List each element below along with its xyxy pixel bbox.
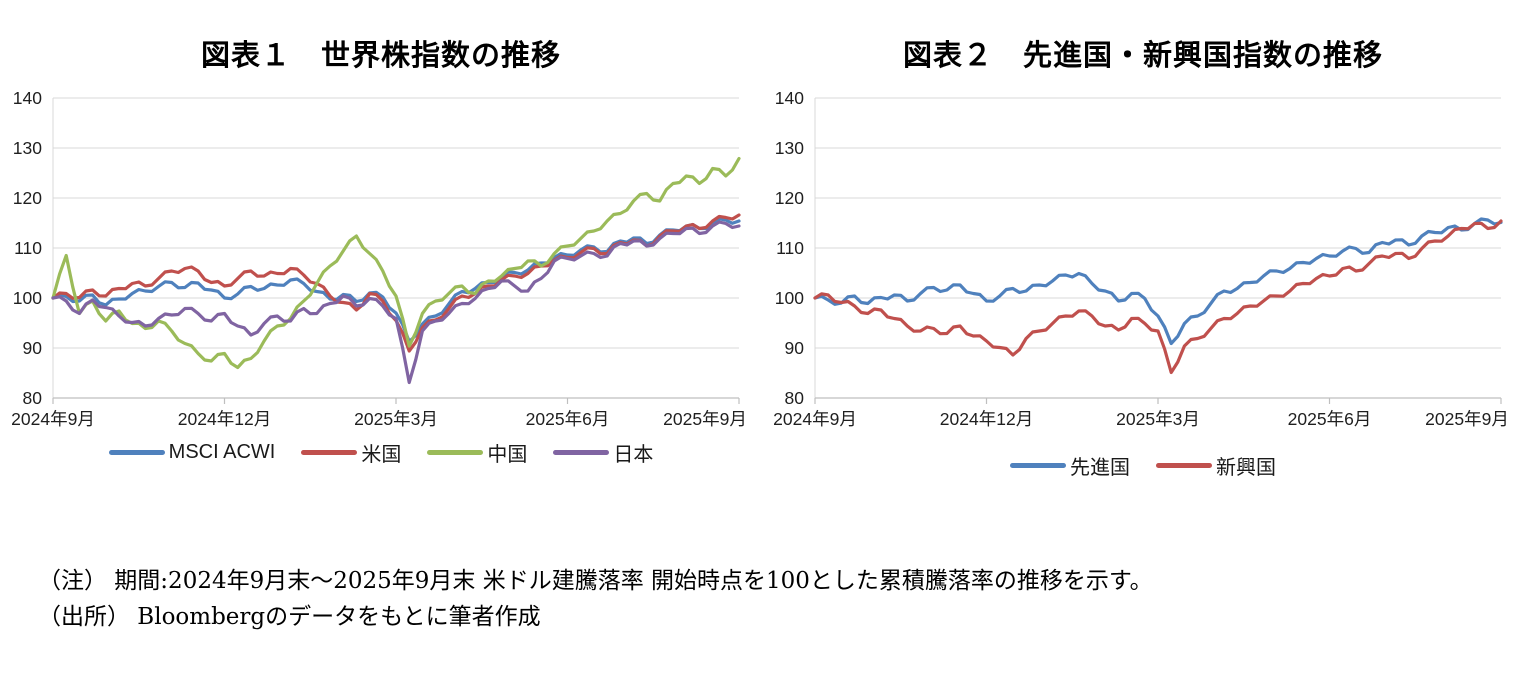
series-line-中国 bbox=[51, 156, 741, 370]
legend-line-swatch bbox=[1010, 463, 1066, 468]
x-axis-tick-label: 2025年6月 bbox=[526, 409, 610, 429]
y-axis-tick-label: 110 bbox=[776, 238, 804, 258]
legend-item: 米国 bbox=[301, 438, 401, 467]
x-axis-tick-label: 2025年3月 bbox=[354, 409, 438, 429]
y-axis-tick-label: 90 bbox=[785, 338, 805, 358]
x-axis-tick-label: 2024年9月 bbox=[11, 409, 95, 429]
x-axis-tick-label: 2025年9月 bbox=[1425, 409, 1509, 429]
note-line-source-period: （注） 期間:2024年9月末～2025年9月末 米ドル建騰落率 開始時点を10… bbox=[38, 568, 1153, 594]
y-axis-tick-label: 130 bbox=[775, 138, 804, 158]
y-axis-tick-label: 140 bbox=[775, 88, 804, 108]
legend-label: 先進国 bbox=[1070, 457, 1130, 479]
charts-row: 図表１ 世界株指数の推移 80 90 100 110 120 130 140 2024年9月 2… bbox=[0, 0, 1524, 480]
legend-label: 日本 bbox=[613, 444, 654, 466]
line-chart-figure2: 80 90 100 110 120 130 140 2024年9月 2024年12月 2025年3… bbox=[773, 88, 1509, 429]
y-axis-tick-label: 100 bbox=[13, 288, 42, 308]
y-axis-tick-label: 80 bbox=[23, 388, 43, 408]
y-axis-tick-label: 120 bbox=[13, 188, 42, 208]
y-axis-tick-label: 90 bbox=[23, 338, 43, 358]
legend-item: 先進国 bbox=[1010, 451, 1130, 480]
chart-panel-developed-emerging: 図表２ 先進国・新興国指数の推移 80 90 100 110 120 130 140 2024… bbox=[762, 0, 1524, 480]
series-line-MSCI ACWI bbox=[51, 217, 741, 344]
legend-figure2: 先進国 新興国 bbox=[1010, 451, 1276, 480]
legend-line-swatch bbox=[301, 450, 358, 455]
x-axis-tick-label: 2025年6月 bbox=[1288, 409, 1372, 429]
y-axis-tick-label: 140 bbox=[13, 88, 42, 108]
legend-line-swatch bbox=[553, 450, 610, 455]
legend-line-swatch bbox=[427, 450, 484, 455]
legend-figure1: MSCI ACWI 米国 中国 日本 bbox=[108, 438, 653, 467]
legend-item: 日本 bbox=[553, 438, 653, 467]
legend-label: 新興国 bbox=[1216, 457, 1276, 479]
x-axis-tick-label: 2024年12月 bbox=[940, 409, 1033, 429]
y-axis-tick-label: 110 bbox=[14, 238, 42, 258]
legend-label: MSCI ACWI bbox=[168, 441, 276, 463]
chart-panel-world-indices: 図表１ 世界株指数の推移 80 90 100 110 120 130 140 2024年9月 2… bbox=[0, 0, 762, 480]
legend-label: 米国 bbox=[361, 444, 402, 466]
series-line-米国 bbox=[51, 213, 741, 353]
legend-item: 新興国 bbox=[1156, 451, 1276, 480]
chart-title-figure1: 図表１ 世界株指数の推移 bbox=[200, 38, 561, 72]
chart-title-figure2: 図表２ 先進国・新興国指数の推移 bbox=[902, 38, 1383, 72]
note-line-source-attribution: （出所） Bloombergのデータをもとに筆者作成 bbox=[38, 603, 541, 630]
x-axis-tick-label: 2024年9月 bbox=[773, 409, 857, 429]
legend-line-swatch bbox=[108, 450, 165, 455]
series-line-日本 bbox=[51, 220, 741, 385]
legend-label: 中国 bbox=[487, 444, 528, 466]
y-axis-tick-label: 130 bbox=[13, 138, 42, 158]
x-axis-tick-label: 2025年9月 bbox=[663, 409, 747, 429]
series-line-先進国 bbox=[813, 217, 1503, 346]
y-axis-tick-label: 80 bbox=[785, 388, 805, 408]
x-axis-tick-label: 2024年12月 bbox=[178, 409, 271, 429]
legend-line-swatch bbox=[1156, 463, 1212, 468]
legend-item: MSCI ACWI bbox=[108, 441, 276, 464]
x-axis-tick-label: 2025年3月 bbox=[1116, 409, 1200, 429]
line-chart-figure1: 80 90 100 110 120 130 140 2024年9月 2024年12月 2025年3… bbox=[11, 88, 747, 429]
series-line-新興国 bbox=[813, 219, 1503, 375]
y-axis-tick-label: 100 bbox=[775, 288, 804, 308]
footnotes: （注） 期間:2024年9月末～2025年9月末 米ドル建騰落率 開始時点を10… bbox=[38, 564, 1153, 635]
legend-item: 中国 bbox=[427, 438, 527, 467]
y-axis-tick-label: 120 bbox=[775, 188, 804, 208]
